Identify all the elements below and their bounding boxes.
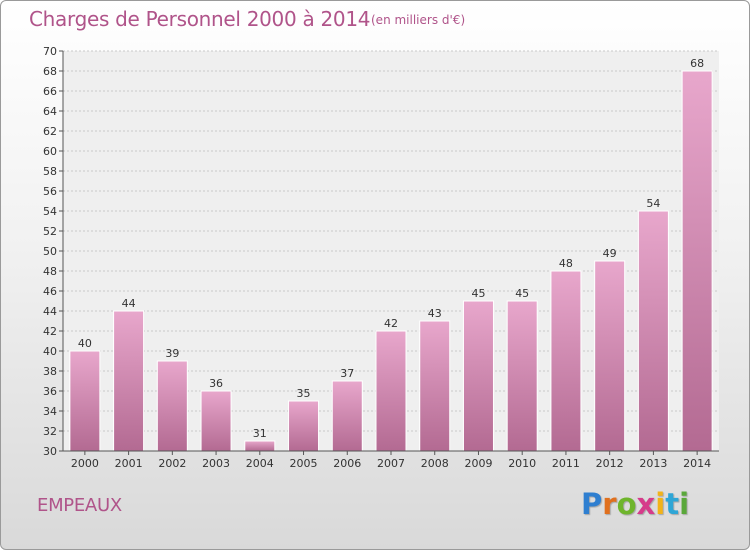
commune-name: EMPEAUX — [37, 495, 122, 516]
bar-2006 — [331, 380, 363, 452]
bar-2010 — [506, 300, 538, 452]
x-tick-label-2000: 2000 — [71, 457, 99, 470]
data-label-2005: 35 — [297, 387, 311, 400]
y-tick-label: 52 — [43, 225, 57, 238]
y-tick-label: 68 — [43, 65, 57, 78]
y-tick-label: 54 — [43, 205, 57, 218]
logo-letter: i — [655, 487, 666, 521]
y-tick-label: 34 — [43, 405, 57, 418]
bar-2009 — [462, 300, 494, 452]
y-axis: 30 32 34 36 38 40 42 44 46 48 50 52 54 56 58 60 62 64 66 68… — [43, 45, 64, 458]
y-tick-label: 60 — [43, 145, 57, 158]
y-tick-label: 36 — [43, 385, 57, 398]
bar-2011 — [550, 270, 582, 452]
bar-2002 — [156, 360, 188, 452]
bar-2000 — [69, 350, 101, 452]
logo-letter: t — [665, 487, 680, 521]
data-label-2003: 36 — [209, 377, 223, 390]
data-label-2012: 49 — [603, 247, 617, 260]
bar-2012 — [594, 260, 626, 452]
data-label-2009: 45 — [471, 287, 485, 300]
data-label-2002: 39 — [165, 347, 179, 360]
logo-letter: P — [581, 487, 603, 521]
x-tick-label-2009: 2009 — [464, 457, 492, 470]
y-tick-label: 30 — [43, 445, 57, 458]
y-tick-label: 46 — [43, 285, 57, 298]
bar-2004 — [244, 440, 276, 452]
y-tick-label: 38 — [43, 365, 57, 378]
data-label-2007: 42 — [384, 317, 398, 330]
x-tick-label-2012: 2012 — [596, 457, 624, 470]
data-label-2000: 40 — [78, 337, 92, 350]
y-tick-label: 40 — [43, 345, 57, 358]
x-tick-label-2001: 2001 — [115, 457, 143, 470]
x-tick-label-2010: 2010 — [508, 457, 536, 470]
y-tick-label: 50 — [43, 245, 57, 258]
bar-2007 — [375, 330, 407, 452]
x-tick-label-2002: 2002 — [158, 457, 186, 470]
x-tick-label-2007: 2007 — [377, 457, 405, 470]
x-tick-label-2004: 2004 — [246, 457, 274, 470]
chart-subtitle: (en milliers d'€) — [371, 13, 466, 27]
bar-2008 — [419, 320, 451, 452]
x-axis: 2000 2001 2002 2003 2004 2005 2006 2007 2008 2009… — [63, 450, 719, 470]
bar-2001 — [113, 310, 145, 452]
chart-title: Charges de Personnel 2000 à 2014 — [29, 7, 371, 31]
data-label-2008: 43 — [428, 307, 442, 320]
data-label-2004: 31 — [253, 427, 267, 440]
x-tick-label-2013: 2013 — [639, 457, 667, 470]
data-label-2010: 45 — [515, 287, 529, 300]
data-label-2001: 44 — [122, 297, 136, 310]
bar-2014 — [681, 70, 713, 452]
proxiti-logo: Proxiti — [581, 487, 689, 521]
data-label-2006: 37 — [340, 367, 354, 380]
y-tick-label: 58 — [43, 165, 57, 178]
y-tick-label: 42 — [43, 325, 57, 338]
bar-2013 — [637, 210, 669, 452]
x-tick-label-2014: 2014 — [683, 457, 711, 470]
x-tick-label-2011: 2011 — [552, 457, 580, 470]
y-tick-label: 32 — [43, 425, 57, 438]
data-label-2011: 48 — [559, 257, 573, 270]
logo-letter: i — [679, 487, 690, 521]
y-tick-label: 44 — [43, 305, 57, 318]
y-tick-label: 66 — [43, 85, 57, 98]
logo-letter: x — [636, 487, 656, 521]
x-tick-label-2006: 2006 — [333, 457, 361, 470]
y-tick-label: 48 — [43, 265, 57, 278]
y-tick-label: 62 — [43, 125, 57, 138]
logo-letter: o — [616, 487, 637, 521]
logo-letter: r — [602, 487, 617, 521]
bar-2003 — [200, 390, 232, 452]
x-tick-label-2008: 2008 — [421, 457, 449, 470]
bar-2005 — [288, 400, 320, 452]
x-tick-label-2005: 2005 — [290, 457, 318, 470]
y-tick-label: 70 — [43, 45, 57, 58]
x-tick-label-2003: 2003 — [202, 457, 230, 470]
data-label-2013: 54 — [646, 197, 660, 210]
data-label-2014: 68 — [690, 57, 704, 70]
y-tick-label: 64 — [43, 105, 57, 118]
y-tick-label: 56 — [43, 185, 57, 198]
